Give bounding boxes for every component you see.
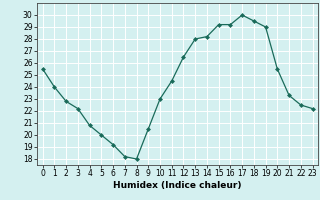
- X-axis label: Humidex (Indice chaleur): Humidex (Indice chaleur): [113, 181, 242, 190]
